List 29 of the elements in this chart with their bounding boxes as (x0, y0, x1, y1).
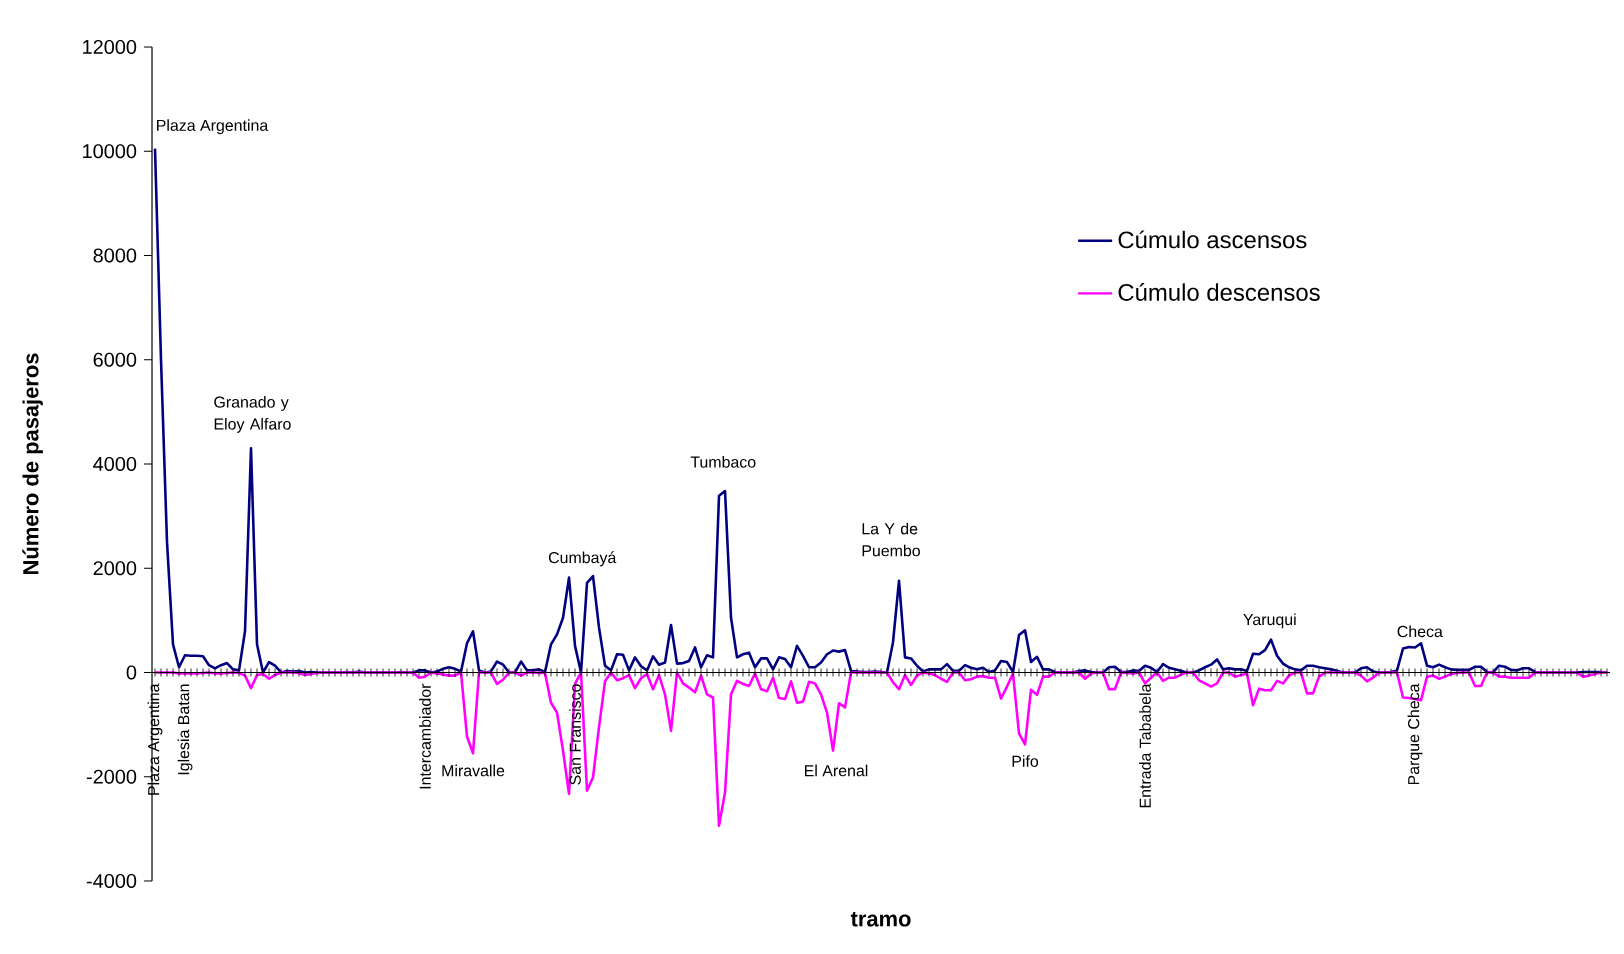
annotation: El Arenal (804, 764, 868, 777)
x-tick-label: Plaza Argentina (147, 683, 163, 795)
x-tick-label: Entrada Tababela (1139, 683, 1151, 808)
y-tick-label: -2000 (86, 769, 137, 784)
y-tick-label: 6000 (93, 352, 137, 367)
annotation: Plaza Argentina (157, 119, 269, 135)
x-tick-label: Parque Checa (1407, 683, 1423, 785)
x-tick-label: Intercambiador (419, 683, 431, 789)
y-tick-label: 2000 (93, 561, 137, 576)
annotation: Yaruqui (1243, 613, 1296, 629)
x-axis-title: tramo (850, 912, 911, 927)
y-tick-label: 10000 (83, 144, 137, 159)
y-tick-label: 12000 (83, 39, 137, 55)
legend-label: Cúmulo ascensos (1118, 230, 1307, 249)
annotation: Granado y Eloy Alfaro (214, 396, 291, 433)
y-tick-label: 4000 (93, 456, 137, 472)
x-tick-label: Iglesia Batan (177, 684, 193, 775)
y-tick-label: -4000 (86, 873, 137, 889)
annotation: La Y de Puembo (862, 522, 920, 557)
y-tick-label: 0 (126, 665, 137, 680)
annotation: Pifo (1012, 755, 1039, 767)
annotation: Cumbayá (548, 551, 617, 567)
legend-label: Cúmulo descensos (1118, 283, 1320, 301)
annotation: Checa (1397, 625, 1443, 638)
y-tick-label: 8000 (93, 248, 137, 263)
annotation: Miravalle (442, 764, 505, 777)
y-axis-title: Número de pasajeros (22, 353, 43, 574)
annotation: Tumbaco (690, 456, 756, 468)
x-tick-label: San Fransisco (569, 684, 581, 785)
